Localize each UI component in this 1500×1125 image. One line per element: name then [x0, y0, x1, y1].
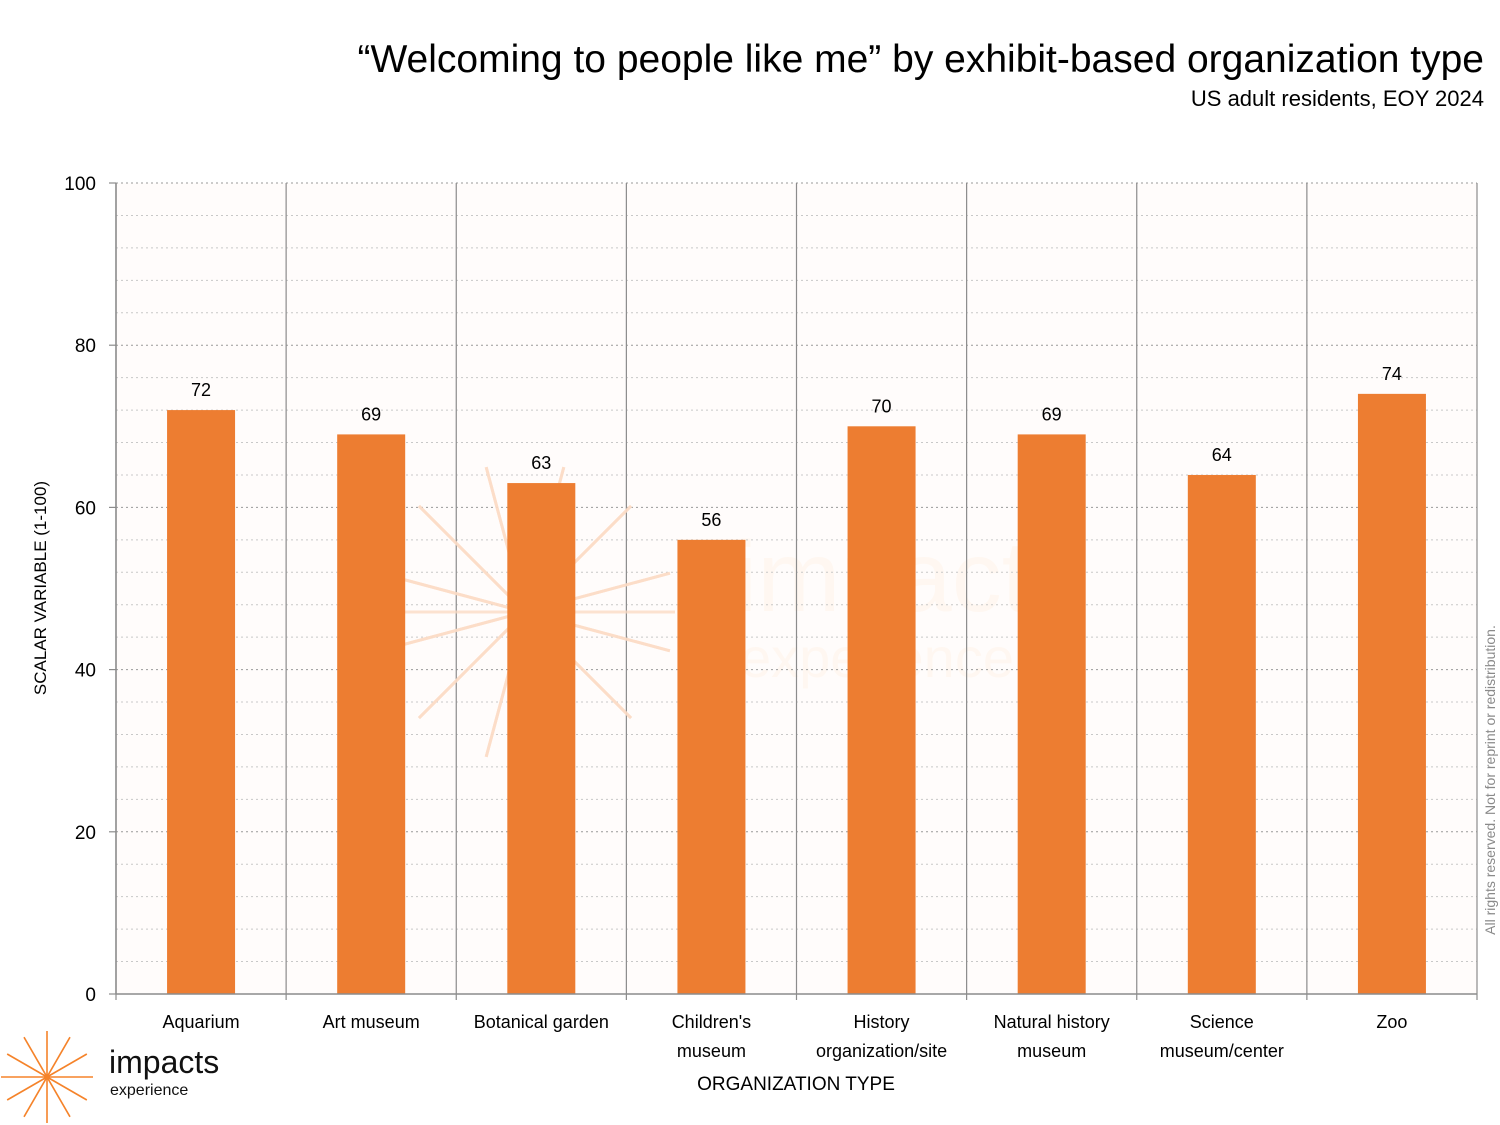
bar: [847, 426, 916, 994]
bars: [167, 393, 1426, 995]
data-label: 72: [191, 380, 211, 400]
x-tick-label-line: museum: [1017, 1041, 1086, 1061]
x-tick-label-line: Aquarium: [163, 1012, 240, 1032]
bar: [337, 434, 406, 994]
y-axis-label: SCALAR VARIABLE (1-100): [31, 480, 50, 696]
x-axis-label: ORGANIZATION TYPE: [697, 1074, 895, 1095]
data-label: 56: [701, 510, 721, 530]
x-tick-label: Zoo: [1376, 1012, 1407, 1032]
bar: [1187, 474, 1256, 995]
x-tick-labels: Aquarium Art museum Botanical garden Childr…: [163, 1012, 1408, 1061]
x-tick-label: Art museum: [323, 1012, 420, 1032]
bar: [507, 483, 576, 994]
x-tick-label: History organization/site: [816, 1012, 947, 1061]
data-label: 69: [361, 404, 381, 424]
data-label: 63: [531, 453, 551, 473]
x-tick-label: Aquarium: [163, 1012, 240, 1032]
y-tick-label: 20: [75, 823, 96, 844]
y-tick-label: 100: [64, 174, 96, 195]
x-tick-label-line: museum/center: [1160, 1041, 1284, 1061]
axes: [109, 182, 1477, 995]
bar: [1357, 393, 1426, 994]
data-label: 74: [1382, 364, 1402, 384]
logo-subtitle: experience: [110, 1082, 189, 1099]
y-tick-label: 60: [75, 498, 96, 519]
y-tick-label: 80: [75, 336, 96, 357]
x-tick-label-line: Children's: [672, 1012, 751, 1032]
sunburst-icon: [1, 1031, 93, 1123]
x-tick-label-line: Natural history: [994, 1012, 1110, 1032]
x-tick-label-line: Zoo: [1376, 1012, 1407, 1032]
x-tick-label-line: Art museum: [323, 1012, 420, 1032]
bar: [167, 410, 236, 995]
x-tick-label-line: organization/site: [816, 1041, 947, 1061]
chart-subtitle: US adult residents, EOY 2024: [1190, 86, 1484, 111]
y-tick-label: 0: [85, 985, 96, 1006]
x-tick-label-line: History: [854, 1012, 910, 1032]
y-tick-label: 40: [75, 661, 96, 682]
copyright-notice: All rights reserved. Not for reprint or …: [1482, 625, 1498, 935]
data-labels: 72 69 63 56 70 69 64 74: [191, 364, 1402, 530]
x-tick-label-line: museum: [677, 1041, 746, 1061]
data-label: 64: [1212, 445, 1232, 465]
x-tick-label-line: Science: [1190, 1012, 1254, 1032]
x-tick-label-line: Botanical garden: [474, 1012, 609, 1032]
y-tick-labels: 0 20 40 60 80 100: [64, 174, 96, 1006]
bar: [1017, 434, 1086, 994]
logo-center: [44, 1074, 50, 1080]
bar: [677, 539, 746, 994]
data-label: 70: [872, 396, 892, 416]
chart-title: “Welcoming to people like me” by exhibit…: [357, 38, 1484, 81]
x-tick-label: Science museum/center: [1160, 1012, 1284, 1061]
x-tick-label: Botanical garden: [474, 1012, 609, 1032]
x-tick-label: Natural history museum: [994, 1012, 1110, 1061]
x-tick-label: Children's museum: [672, 1012, 751, 1061]
logo-wordmark: impacts: [109, 1044, 220, 1080]
data-label: 69: [1042, 404, 1062, 424]
